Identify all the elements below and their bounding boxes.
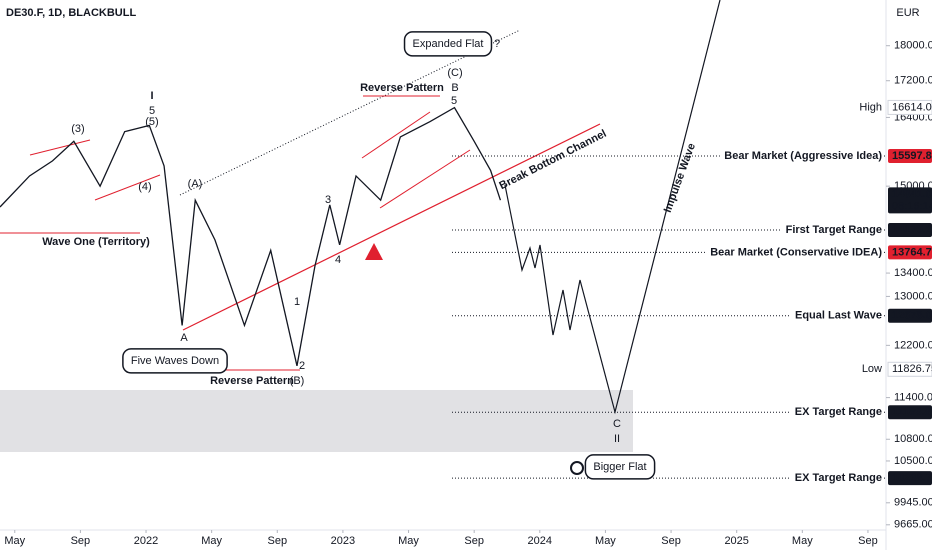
level-name: EX Target Range (795, 406, 882, 418)
level-name: First Target Range (786, 224, 882, 236)
price-box (888, 245, 932, 260)
currency: EUR (896, 7, 919, 19)
y-tick-label: 13400.00 (894, 267, 932, 279)
price-box (888, 223, 932, 238)
x-tick-label: 2023 (331, 535, 355, 547)
annotation: Impulse Wave (662, 142, 698, 215)
projection-path (504, 0, 721, 415)
level-name-bg (719, 149, 884, 164)
marker-name: High (859, 101, 882, 113)
y-tick-label: 9945.00 (894, 497, 932, 509)
y-tick-label: 9665.00 (894, 519, 932, 531)
annotation: (4) (138, 181, 151, 193)
price-box (888, 471, 932, 486)
target-zone (0, 390, 633, 452)
price-box (888, 149, 932, 164)
x-tick-label: Sep (661, 535, 681, 547)
annotation: II (614, 433, 620, 445)
x-tick-label: May (4, 535, 25, 547)
x-tick-label: May (201, 535, 222, 547)
annotation: (5) (145, 116, 158, 128)
level-name-bg (705, 245, 884, 260)
y-tick-label: 11400.00 (894, 392, 932, 404)
price-box-label: 10268.74 (892, 472, 932, 484)
price-box-label: 11826.75 (892, 363, 932, 375)
annotation: Bigger Flat (593, 461, 646, 473)
channel-line (361, 111, 431, 159)
price-box (888, 308, 932, 323)
wedge-line (29, 139, 91, 156)
annotation: (A) (188, 178, 203, 190)
price-line (0, 106, 502, 366)
level-name-bg (790, 405, 884, 420)
annotation: (3) (71, 123, 84, 135)
annotation: 2 (299, 360, 305, 372)
y-tick-label: 12200.00 (894, 339, 932, 351)
annotation: Expanded Flat (413, 38, 484, 50)
warning-icon (365, 243, 383, 260)
y-tick-label: 10500.00 (894, 455, 932, 467)
price-box (887, 99, 932, 115)
x-tick-label: 2025 (724, 535, 748, 547)
y-tick-label: 18000.00 (894, 40, 932, 52)
annotation: C (613, 418, 621, 430)
last-price: 14841.00 (892, 188, 932, 200)
annotation: 5 (149, 105, 155, 117)
level-name: Bear Market (Aggressive Idea) (724, 150, 882, 162)
x-tick-label: May (398, 535, 419, 547)
x-tick-label: Sep (71, 535, 91, 547)
annotation: (C) (447, 67, 462, 79)
annotation-box (122, 348, 228, 374)
level-name-bg (781, 223, 884, 238)
annotation: A (180, 332, 188, 344)
x-tick-label: Sep (267, 535, 287, 547)
annotation: B (451, 82, 458, 94)
price-box (887, 361, 932, 377)
chart-title: DE30.F, 1D, BLACKBULL (6, 7, 136, 19)
y-tick-label: 10800.00 (894, 433, 932, 445)
channel-line (182, 123, 601, 331)
x-tick-label: 2022 (134, 535, 158, 547)
level-name: Bear Market (Conservative IDEA) (710, 246, 882, 258)
bulb-icon (570, 461, 584, 475)
marker-name: Low (862, 363, 882, 375)
x-tick-label: Sep (464, 535, 484, 547)
level-name: Equal Last Wave (795, 310, 882, 322)
annotation: 5 (451, 95, 457, 107)
x-tick-label: Sep (858, 535, 878, 547)
annotation-box (584, 454, 656, 480)
annotation: Wave One (Territory) (42, 236, 150, 248)
price-box-label: 15597.82 (892, 150, 932, 162)
last-price-box (888, 187, 932, 214)
price-box-label: 11185.84 (892, 406, 932, 418)
countdown: 08:16:14 (892, 200, 932, 212)
level-name: EX Target Range (795, 472, 882, 484)
annotation: 3 (325, 194, 331, 206)
price-box-label: 13764.77 (892, 246, 932, 258)
x-tick-label: 2024 (528, 535, 552, 547)
price-box-label: 16614.00 (892, 101, 932, 113)
level-name-bg (790, 308, 884, 323)
price-box-label: 14170.28 (892, 224, 932, 236)
annotation: ? (494, 38, 500, 50)
y-tick-label: 13000.00 (894, 290, 932, 302)
channel-line (379, 149, 471, 209)
y-tick-label: 17200.00 (894, 75, 932, 87)
price-box-label: 12678.06 (892, 310, 932, 322)
x-tick-label: May (595, 535, 616, 547)
wedge-line (94, 174, 161, 201)
annotation: 1 (294, 296, 300, 308)
x-tick-label: May (792, 535, 813, 547)
annotation: 4 (335, 254, 341, 266)
annotation: I (150, 90, 153, 102)
annotation: Break Bottom Channel (497, 128, 608, 193)
annotation: (B) (290, 375, 305, 387)
level-name-bg (790, 471, 884, 486)
annotation: Reverse Pattern (360, 82, 444, 94)
price-box (888, 405, 932, 420)
annotation: Five Waves Down (131, 355, 219, 367)
annotation-box (403, 31, 493, 57)
annotation: Reverse Pattern (210, 375, 294, 387)
